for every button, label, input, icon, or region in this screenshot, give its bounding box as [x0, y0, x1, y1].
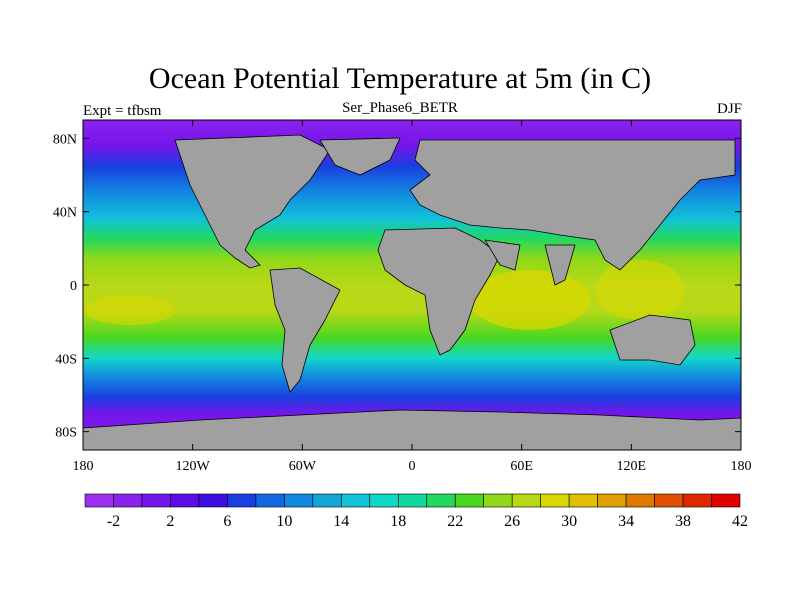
warm-pool-pacific-west [595, 260, 685, 320]
colorbar-label: 2 [166, 513, 174, 530]
colorbar-swatch [654, 493, 684, 508]
colorbar-swatch [312, 493, 342, 508]
north-america [174, 134, 331, 269]
colorbar-swatch [483, 493, 513, 508]
colorbar-swatch [369, 493, 399, 508]
lat-tick-label: 40S [55, 352, 77, 367]
colorbar-swatch [540, 493, 570, 508]
colorbar-label: 38 [675, 513, 691, 530]
colorbar-label: 6 [223, 513, 231, 530]
experiment-label: Expt = tfbsm [83, 103, 162, 119]
colorbar-label: 30 [561, 513, 577, 530]
colorbar-swatch [711, 493, 741, 508]
lat-tick-label: 80S [55, 426, 77, 441]
india [544, 244, 576, 286]
colorbar-label: 10 [276, 513, 292, 530]
colorbar-swatch [141, 493, 171, 508]
colorbar-swatch [511, 493, 541, 508]
colorbar-swatch [284, 493, 314, 508]
colorbar-swatch [597, 493, 627, 508]
colorbar-label: 22 [447, 513, 463, 530]
land [83, 134, 741, 450]
lon-tick-label: 120W [176, 459, 211, 474]
colorbar-swatch [397, 493, 428, 508]
lon-tick-label: 60W [289, 459, 317, 474]
colorbar-swatch [170, 493, 200, 508]
colorbar-swatch [454, 493, 484, 508]
map-area [83, 120, 741, 450]
lon-tick-label: 60E [510, 459, 533, 474]
latitude-axis: 80N 40N 0 40S 80S [53, 132, 741, 441]
season-label: DJF [716, 101, 742, 117]
colorbar-swatch [113, 493, 143, 508]
colorbar-swatch [198, 493, 228, 508]
colorbar-swatch [341, 493, 371, 508]
lon-tick-label: 180 [731, 459, 752, 474]
colorbar-label: 14 [333, 513, 349, 530]
lon-tick-label: 120E [617, 459, 647, 474]
case-label: Ser_Phase6_BETR [342, 100, 458, 116]
greenland [319, 137, 401, 176]
lat-tick-label: 80N [53, 132, 77, 147]
lon-tick-label: 180 [73, 459, 94, 474]
antarctica [83, 409, 741, 450]
europe-asia [409, 139, 736, 271]
lat-tick-label: 40N [53, 206, 77, 221]
south-america [269, 267, 341, 393]
colorbar-label: -2 [107, 513, 120, 530]
colorbar-swatch [255, 493, 285, 508]
arabia [484, 239, 521, 271]
lat-tick-label: 0 [70, 279, 77, 294]
colorbar-label: 42 [732, 513, 748, 530]
colorbar-label: 26 [504, 513, 520, 530]
longitude-axis: 180 120W 60W 0 60E 120E 180 [73, 120, 752, 474]
colorbar-swatch [426, 493, 456, 508]
colorbar-swatch [682, 493, 712, 508]
africa [377, 227, 501, 356]
colorbar-swatch [84, 493, 114, 508]
colorbar-swatch [227, 493, 257, 508]
warm-pool-pacific-south [85, 295, 175, 325]
lon-tick-label: 0 [409, 459, 416, 474]
plot-title: Ocean Potential Temperature at 5m (in C) [148, 62, 652, 95]
australia [609, 314, 696, 366]
colorbar: -2 2 6 10 14 18 22 26 30 34 38 42 [84, 493, 748, 530]
colorbar-label: 34 [618, 513, 634, 530]
colorbar-label: 18 [390, 513, 406, 530]
warm-pool-indian [470, 270, 590, 330]
colorbar-swatch [568, 493, 598, 508]
colorbar-swatch [625, 493, 655, 508]
